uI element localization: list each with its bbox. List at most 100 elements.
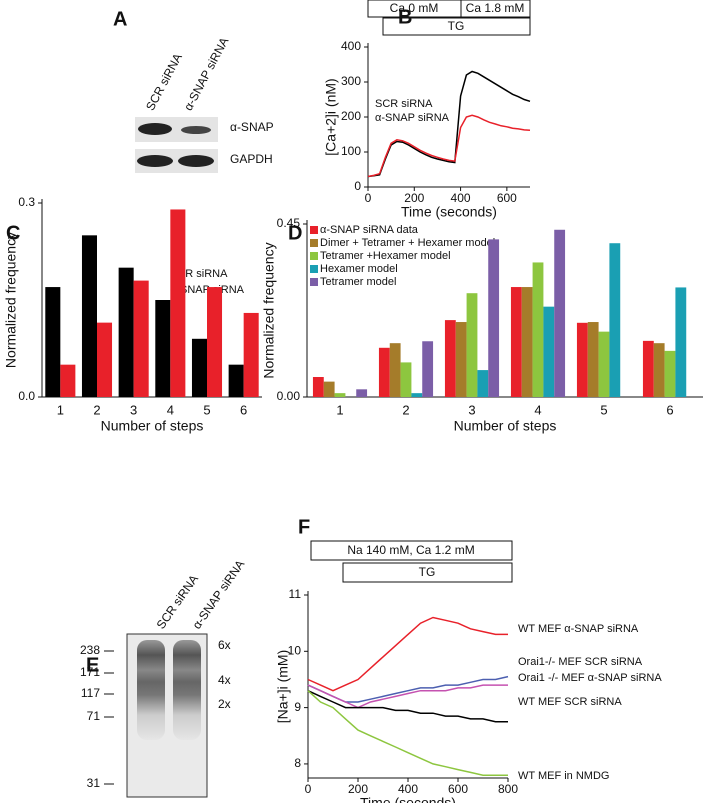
- bar: [389, 343, 401, 397]
- legend-swatch: [310, 226, 318, 234]
- x-tick-label: 200: [348, 782, 368, 796]
- band-label: α-SNAP: [230, 120, 274, 134]
- lane-smear: [137, 640, 165, 740]
- bar: [554, 229, 566, 397]
- x-tick-label: 800: [498, 782, 518, 796]
- bar: [587, 322, 599, 397]
- panel-label: A: [113, 8, 127, 30]
- annotation: TG: [419, 565, 436, 579]
- lane-label: SCR siRNA: [143, 51, 185, 113]
- lane-label: α-SNAP siRNA: [190, 557, 248, 631]
- bar: [378, 347, 390, 397]
- marker-ticks: [104, 650, 114, 785]
- panel-label: C: [6, 222, 20, 244]
- protocol-box: [342, 562, 513, 583]
- panel-label: D: [288, 222, 302, 244]
- legend-swatch: [310, 265, 318, 273]
- bar: [521, 287, 533, 397]
- line: [367, 114, 531, 178]
- bar: [576, 322, 588, 397]
- x-tick-label: 400: [398, 782, 418, 796]
- annotation: Na 140 mM, Ca 1.2 mM: [347, 543, 474, 557]
- band: [178, 155, 214, 167]
- panel-label: F: [298, 516, 310, 538]
- bar: [118, 267, 134, 397]
- bar: [191, 338, 207, 397]
- y-axis-label: [Na+]i (mM): [275, 650, 291, 724]
- x-tick-label: 200: [404, 191, 424, 205]
- x-axis-label: Time (seconds): [360, 795, 456, 803]
- protocol-box: [382, 17, 531, 36]
- x-tick-label: 1: [57, 402, 64, 417]
- band: [181, 126, 211, 134]
- legend-label: α-SNAP siRNA data: [320, 224, 419, 236]
- x-tick-label: 4: [534, 402, 541, 417]
- bar: [207, 287, 223, 397]
- bar: [60, 364, 76, 397]
- protocol-box: [460, 0, 531, 18]
- bar: [488, 239, 500, 397]
- bar: [422, 341, 434, 397]
- bar: [543, 306, 555, 397]
- y-tick-label: 400: [341, 39, 361, 53]
- x-tick-label: 5: [203, 402, 210, 417]
- y-tick-label: 0: [354, 179, 361, 193]
- y-tick-label: 10: [288, 643, 302, 657]
- bar: [133, 280, 149, 397]
- y-tick-label: 300: [341, 74, 361, 88]
- y-tick-label: 100: [341, 144, 361, 158]
- bar: [170, 209, 186, 397]
- line: [307, 690, 508, 723]
- y-axis-label: Normalized frequency: [261, 242, 277, 378]
- marker-label: 71: [87, 709, 101, 723]
- x-tick-label: 400: [451, 191, 471, 205]
- legend-label: α-SNAP siRNA: [375, 112, 450, 124]
- oligomer-label: 4x: [218, 673, 231, 687]
- bar: [155, 300, 171, 397]
- bar: [642, 340, 654, 397]
- bar: [455, 322, 467, 397]
- x-tick-label: 2: [402, 402, 409, 417]
- annotation: TG: [448, 19, 465, 33]
- oligomer-label: 2x: [218, 697, 231, 711]
- line: [367, 70, 531, 178]
- x-tick-label: 2: [93, 402, 100, 417]
- x-tick-label: 1: [336, 402, 343, 417]
- annotation: Ca 0 mM: [390, 1, 439, 15]
- legend-swatch: [310, 278, 318, 286]
- legend-label: SCR siRNA: [375, 98, 433, 110]
- bar: [81, 235, 97, 397]
- bar: [444, 320, 456, 397]
- lane-smear: [173, 640, 201, 740]
- legend-label: Dimer + Tetramer + Hexamer model: [320, 237, 495, 249]
- legend-label: Tetramer +Hexamer model: [320, 250, 451, 262]
- x-tick-label: 4: [167, 402, 174, 417]
- legend-label: WT MEF α-SNAP siRNA: [518, 623, 639, 635]
- y-tick-label: 0.00: [277, 389, 301, 403]
- bar: [510, 287, 522, 397]
- bar: [466, 293, 478, 397]
- bar: [411, 393, 423, 397]
- x-tick-label: 600: [497, 191, 517, 205]
- bar: [323, 381, 335, 397]
- legend-swatch: [310, 252, 318, 260]
- bar: [477, 370, 489, 397]
- bar: [243, 312, 259, 397]
- y-tick-label: 9: [294, 700, 301, 714]
- y-tick-label: 0.3: [18, 195, 35, 209]
- bar: [97, 322, 113, 397]
- marker-label: 31: [87, 776, 101, 790]
- y-tick-label: 200: [341, 109, 361, 123]
- x-tick-label: 0: [365, 191, 372, 205]
- x-tick-label: 0: [305, 782, 312, 796]
- bar: [598, 331, 610, 397]
- x-tick-label: 3: [468, 402, 475, 417]
- band-label: GAPDH: [230, 152, 273, 166]
- band: [137, 155, 173, 167]
- x-tick-label: 6: [666, 402, 673, 417]
- bar: [45, 287, 61, 397]
- panel-label: E: [86, 654, 99, 676]
- marker-label: 238: [80, 643, 100, 657]
